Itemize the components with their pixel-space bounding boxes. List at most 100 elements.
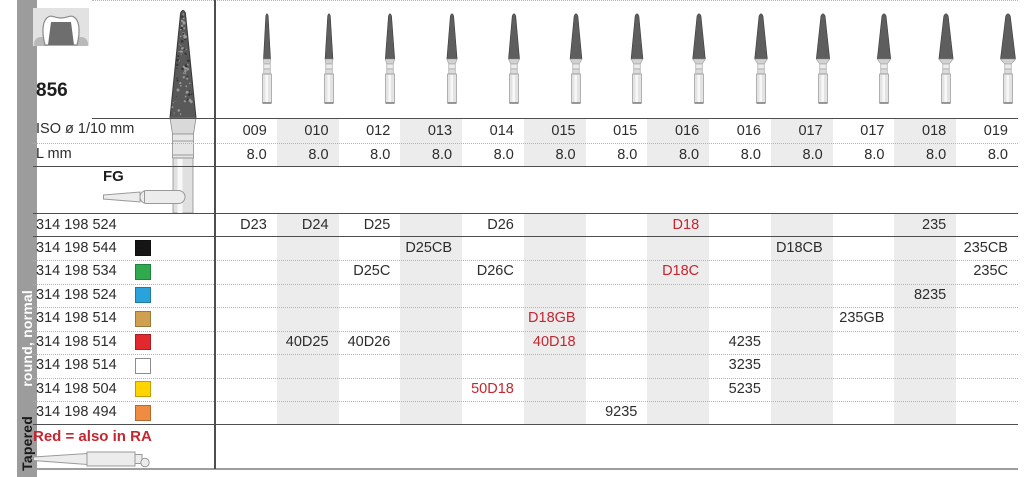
- code-cell: 235CB: [963, 239, 1008, 256]
- iso-value: 018: [922, 123, 947, 139]
- code-cell: D25CB: [405, 239, 453, 256]
- code-cell: D18: [672, 216, 700, 233]
- label-data-divider: [214, 0, 216, 469]
- grit-chip-black: [135, 240, 151, 256]
- header-bur-image: [935, 6, 957, 106]
- l-row-bottom-line: [33, 166, 1018, 167]
- l-value: 8.0: [617, 147, 638, 163]
- order-number: 314 198 514: [36, 357, 117, 373]
- code-cell: D24: [301, 216, 329, 233]
- row-divider: [33, 377, 1018, 379]
- grit-chip-orange: [135, 404, 151, 421]
- column-band: [400, 119, 463, 166]
- order-number: 314 198 514: [36, 333, 117, 350]
- grit-chip-green: [135, 263, 151, 280]
- code-cell: 5235: [728, 380, 761, 397]
- row-divider: [33, 354, 1018, 355]
- header-bur-image: [873, 6, 895, 106]
- order-number: 314 198 504: [36, 380, 117, 397]
- grit-chip-gold: [135, 310, 151, 327]
- column-band: [276, 213, 339, 424]
- iso-value: 009: [242, 123, 267, 139]
- iso-value: 014: [489, 123, 514, 139]
- grit-chip-white: [135, 357, 151, 374]
- code-cell: 40D25: [285, 333, 329, 350]
- code-cell: 4235: [728, 333, 761, 350]
- fg-shank-icon: [103, 190, 186, 204]
- iso-value: 015: [613, 123, 638, 139]
- code-cell: 50D18: [471, 380, 514, 397]
- code-cell: 235GB: [839, 310, 885, 326]
- l-value: 8.0: [555, 147, 576, 163]
- row-divider: [33, 330, 1018, 332]
- crown-prep-icon: [33, 8, 89, 46]
- l-value: 8.0: [802, 147, 823, 163]
- code-cell: 40D26: [347, 333, 391, 350]
- code-cell: 235C: [973, 263, 1008, 279]
- header-bur-image: [256, 6, 278, 106]
- row-divider: [33, 401, 1018, 402]
- length-label: L mm: [36, 146, 72, 162]
- column-band: [647, 119, 710, 166]
- shape-sidebar: round, normal Tapered: [17, 0, 37, 477]
- iso-row-top-line: [92, 118, 1018, 119]
- header-bur-image: [565, 6, 587, 106]
- iso-value: 017: [798, 123, 823, 139]
- column-band: [523, 119, 586, 166]
- code-cell: 9235: [605, 404, 638, 420]
- code-cell: 3235: [728, 357, 761, 373]
- fg-shank-label: FG: [103, 168, 124, 185]
- l-value: 8.0: [246, 147, 267, 163]
- grit-chip-yellow: [135, 381, 151, 397]
- l-value: 8.0: [431, 147, 453, 163]
- row-divider: [33, 260, 1018, 261]
- orders-top-line: [33, 212, 1018, 214]
- iso-value: 016: [736, 123, 761, 139]
- code-cell: D25C: [353, 263, 391, 279]
- column-band: [523, 213, 586, 424]
- order-number: 314 198 544: [36, 239, 117, 256]
- header-bur-image: [997, 6, 1019, 106]
- order-number: 314 198 534: [36, 263, 117, 279]
- header-bur-image: [688, 6, 710, 106]
- order-number: 314 198 524: [36, 216, 117, 233]
- code-cell: D18C: [662, 263, 700, 279]
- header-bur-image: [626, 6, 648, 106]
- order-number: 314 198 494: [36, 404, 117, 420]
- header-bur-image: [750, 6, 772, 106]
- l-value: 8.0: [493, 147, 514, 163]
- iso-value: 010: [304, 123, 329, 139]
- orders-bottom-line: [33, 423, 1018, 425]
- code-cell: D18GB: [528, 310, 576, 326]
- order-number: 314 198 524: [36, 286, 117, 303]
- column-band: [647, 213, 710, 424]
- column-band: [770, 119, 833, 166]
- column-band: [894, 213, 957, 424]
- ra-shank-icon: [33, 451, 150, 468]
- iso-value: 013: [427, 123, 453, 139]
- iso-value: 012: [366, 123, 391, 139]
- ra-availability-note: Red = also in RA: [33, 428, 152, 445]
- figure-number: 856: [36, 80, 68, 101]
- iso-value: 015: [551, 123, 576, 139]
- l-value: 8.0: [864, 147, 885, 163]
- l-value: 8.0: [678, 147, 700, 163]
- header-bur-image: [503, 6, 525, 106]
- iso-diameter-label: ISO ø 1/10 mm: [36, 121, 135, 137]
- header-bur-image: [812, 6, 834, 106]
- header-bur-image: [379, 6, 401, 106]
- code-cell: D18CB: [775, 239, 823, 256]
- order-number: 314 198 514: [36, 310, 117, 326]
- iso-value: 019: [983, 123, 1008, 139]
- sidebar-variant-label: round, normal: [19, 290, 35, 387]
- l-value: 8.0: [370, 147, 391, 163]
- row-divider: [33, 283, 1018, 285]
- column-band: [400, 213, 463, 424]
- header-bur-image: [441, 6, 463, 106]
- code-cell: 235: [922, 216, 947, 233]
- grit-chip-red: [135, 334, 151, 350]
- grit-chip-blue: [135, 287, 151, 303]
- bur-figure-image: [169, 10, 197, 213]
- row-divider: [33, 307, 1018, 308]
- code-cell: D26: [487, 216, 514, 233]
